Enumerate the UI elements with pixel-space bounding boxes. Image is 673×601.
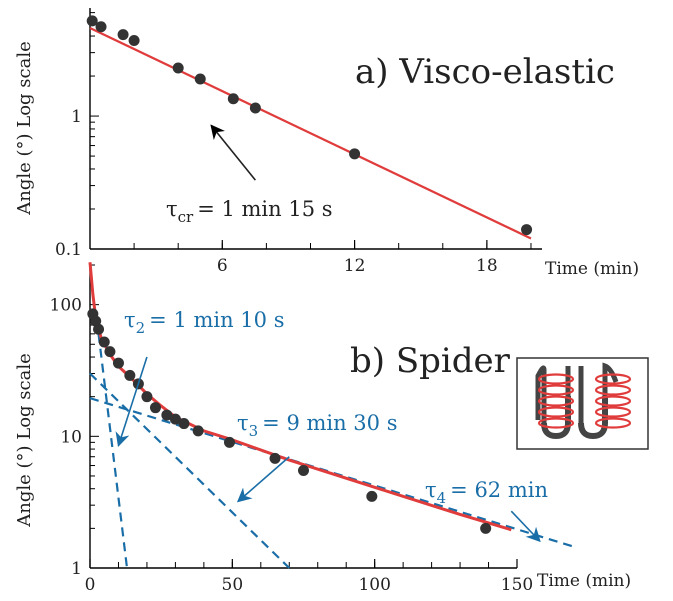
annotation-arrow [236, 456, 290, 503]
tau-annotation: τcr = 1 min 15 s [166, 197, 333, 226]
helical-coil-springs-icon [516, 357, 649, 450]
annotation-arrow [510, 510, 541, 543]
tau-annotation: τ3 = 9 min 30 s [237, 411, 397, 440]
panel-a-ticks: 6 12 18 1 0.1 [55, 12, 532, 276]
data-point [249, 102, 261, 114]
x-tick-label: 100 [358, 575, 390, 595]
tau-value: = 1 min 15 s [197, 197, 332, 221]
data-point [480, 522, 492, 534]
data-point [161, 409, 173, 421]
data-point [149, 402, 161, 414]
data-point [104, 346, 116, 358]
data-point [93, 323, 105, 335]
tau-value: = 62 min [450, 478, 548, 502]
tau-subscript: 2 [136, 319, 146, 337]
panel-a-y-label: Angle (°) Log scale [14, 41, 35, 216]
panel-a-x-label: Time (min) [545, 259, 639, 279]
y-tick-label: 10 [60, 427, 82, 447]
data-point [298, 465, 309, 477]
tau-subscript: 3 [249, 422, 259, 440]
panel-b-x-label: Time (min) [537, 571, 631, 591]
data-point [223, 436, 235, 448]
data-point [269, 452, 281, 464]
tau-value: = 9 min 30 s [262, 411, 397, 435]
panel-b-annotations: τ2 = 1 min 10 sτ3 = 9 min 30 sτ4 = 62 min [115, 308, 548, 543]
asymptote-dashed-line [89, 397, 575, 548]
y-tick-label: 100 [50, 296, 82, 316]
data-point [192, 425, 204, 437]
tau-subscript: 4 [437, 489, 447, 507]
panel-spider: b) Spider Angle (°) Log scale Time (min)… [14, 262, 649, 595]
x-tick-label: 50 [222, 575, 244, 595]
x-tick-label: 12 [344, 256, 366, 276]
data-point [227, 93, 239, 105]
panel-b-fit-curve [88, 262, 512, 532]
x-tick-label: 6 [217, 256, 228, 276]
panel-a-axes [89, 8, 542, 250]
annotation-arrow [210, 124, 256, 181]
panel-a-points [86, 15, 533, 236]
data-point [95, 21, 107, 33]
x-tick-label: 0 [85, 575, 96, 595]
asymptote-dashed-line [89, 372, 291, 569]
panel-b-dashed-lines [89, 333, 575, 569]
data-point [521, 224, 533, 236]
panel-b-title: b) Spider [350, 341, 511, 381]
asymptote-dashed-line [97, 333, 129, 569]
panel-b-ticks: 0 50 100 150 100 10 1 [50, 264, 533, 595]
tau-symbol: τ [425, 478, 437, 502]
panel-b-points [87, 308, 492, 534]
data-point [98, 336, 110, 348]
tau-annotation: τ4 = 62 min [425, 478, 548, 507]
tau-annotation: τ2 = 1 min 10 s [124, 308, 284, 337]
tau-subscript: cr [178, 208, 194, 226]
fit-line [88, 262, 512, 532]
panel-a-title: a) Visco-elastic [355, 52, 615, 92]
data-point [112, 357, 124, 369]
x-tick-label: 18 [476, 256, 498, 276]
tau-symbol: τ [124, 308, 136, 332]
tau-symbol: τ [166, 197, 178, 221]
data-point [366, 490, 378, 502]
panel-a-annotations: τcr = 1 min 15 s [166, 124, 333, 226]
panel-a-fit-line [89, 26, 532, 240]
panel-visco-elastic: a) Visco-elastic Angle (°) Log scale Tim… [14, 8, 639, 279]
y-tick-label: 1 [71, 107, 82, 127]
data-point [194, 73, 206, 85]
fit-line [89, 26, 532, 240]
data-point [128, 35, 140, 47]
data-point [117, 29, 129, 41]
x-tick-label: 150 [501, 575, 533, 595]
y-tick-label: 0.1 [55, 240, 82, 260]
tau-symbol: τ [237, 411, 249, 435]
data-point [178, 418, 190, 430]
data-point [141, 391, 153, 403]
data-point [86, 15, 98, 27]
y-tick-label: 1 [71, 559, 82, 579]
panel-b-y-label: Angle (°) Log scale [14, 353, 35, 528]
tau-value: = 1 min 10 s [149, 308, 284, 332]
data-point [349, 148, 361, 160]
annotation-arrow [115, 356, 148, 447]
data-point [172, 62, 184, 74]
data-point [169, 413, 181, 425]
data-point [124, 369, 136, 381]
